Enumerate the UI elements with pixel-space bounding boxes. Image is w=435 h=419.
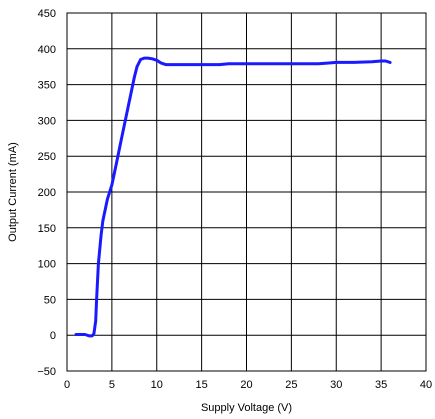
x-tick-label: 40	[420, 379, 432, 391]
y-tick-label: 100	[38, 259, 56, 271]
y-tick-label: 350	[38, 80, 56, 92]
series-line	[74, 56, 392, 338]
y-tick-label: 250	[38, 151, 56, 163]
y-tick-label: 200	[38, 187, 56, 199]
x-tick-label: 10	[151, 379, 163, 391]
x-tick-label: 35	[375, 379, 387, 391]
y-axis-ticks: −50 0 50 100 150 200 250 300 350 400 450	[37, 8, 56, 378]
x-tick-label: 5	[109, 379, 115, 391]
x-tick-label: 30	[330, 379, 342, 391]
y-tick-label: 400	[38, 44, 56, 56]
x-tick-label: 20	[240, 379, 252, 391]
x-tick-label: 0	[64, 379, 70, 391]
y-axis-label: Output Current (mA)	[7, 142, 19, 242]
y-tick-label: 0	[50, 330, 56, 342]
x-tick-label: 25	[285, 379, 297, 391]
grid-lines	[67, 13, 426, 371]
x-tick-label: 15	[196, 379, 208, 391]
x-axis-label: Supply Voltage (V)	[201, 402, 292, 414]
y-tick-label: 300	[38, 115, 56, 127]
y-tick-label: 150	[38, 223, 56, 235]
y-tick-label: −50	[37, 366, 56, 378]
y-tick-label: 450	[38, 8, 56, 20]
y-tick-label: 50	[44, 294, 56, 306]
x-axis-ticks: 0 5 10 15 20 25 30 35 40	[64, 379, 432, 391]
plot-area-frame	[66, 12, 427, 372]
